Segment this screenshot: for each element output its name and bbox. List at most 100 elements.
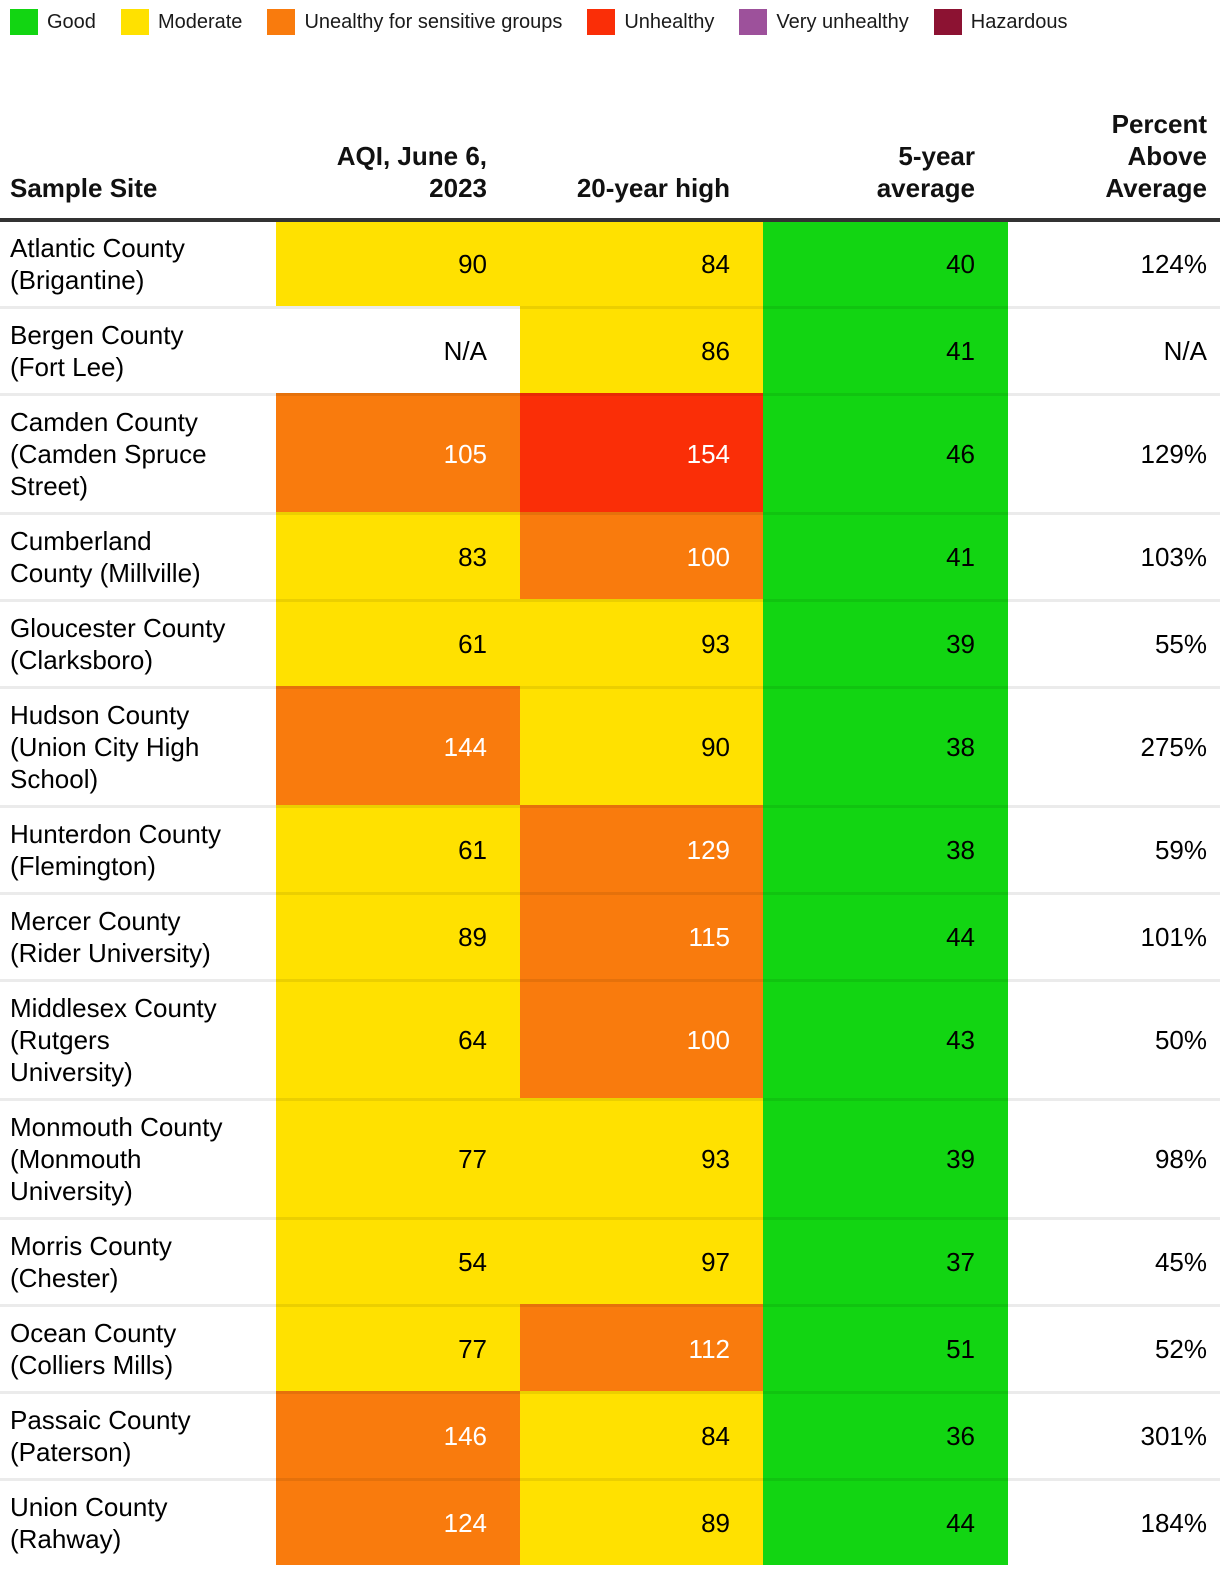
legend-item-good: Good xyxy=(10,9,96,35)
table-row: Passaic County (Paterson) 146 84 36 301% xyxy=(0,1391,1220,1478)
aqi-cell: 90 xyxy=(276,222,520,306)
high-cell: 100 xyxy=(520,512,763,599)
site-cell: Morris County (Chester) xyxy=(0,1217,276,1304)
col-header-sample-site: Sample Site xyxy=(0,35,276,222)
legend-item-hazardous: Hazardous xyxy=(933,9,1068,35)
aqi-cell: 146 xyxy=(276,1391,520,1478)
pct-cell: 275% xyxy=(1008,686,1220,805)
avg-cell: 44 xyxy=(763,1478,1008,1565)
high-cell: 90 xyxy=(520,686,763,805)
avg-cell: 39 xyxy=(763,599,1008,686)
aqi-cell: 105 xyxy=(276,393,520,512)
high-cell: 89 xyxy=(520,1478,763,1565)
avg-cell: 38 xyxy=(763,686,1008,805)
site-cell: Cumberland County (Millville) xyxy=(0,512,276,599)
high-cell: 115 xyxy=(520,892,763,979)
table-row: Gloucester County (Clarksboro) 61 93 39 55% xyxy=(0,599,1220,686)
pct-cell: 45% xyxy=(1008,1217,1220,1304)
pct-cell: 55% xyxy=(1008,599,1220,686)
high-cell: 129 xyxy=(520,805,763,892)
header-row: Sample Site AQI, June 6, 2023 20-year hi… xyxy=(0,35,1220,222)
high-cell: 86 xyxy=(520,306,763,393)
site-cell: Union County (Rahway) xyxy=(0,1478,276,1565)
aqi-cell: 54 xyxy=(276,1217,520,1304)
legend-item-usg: Unealthy for sensitive groups xyxy=(267,9,562,35)
legend-label: Unealthy for sensitive groups xyxy=(304,10,563,33)
table-row: Union County (Rahway) 124 89 44 184% xyxy=(0,1478,1220,1565)
good-color-swatch xyxy=(10,9,38,35)
table-body: Atlantic County (Brigantine) 90 84 40 124% Be… xyxy=(0,222,1220,1565)
legend-label: Very unhealthy xyxy=(776,10,909,33)
pct-cell: 184% xyxy=(1008,1478,1220,1565)
avg-cell: 36 xyxy=(763,1391,1008,1478)
avg-cell: 43 xyxy=(763,979,1008,1098)
aqi-cell: 83 xyxy=(276,512,520,599)
site-cell: Hudson County (Union City High School) xyxy=(0,686,276,805)
col-header-5-year-average: 5-year average xyxy=(763,35,1008,222)
high-cell: 93 xyxy=(520,599,763,686)
site-cell: Bergen County (Fort Lee) xyxy=(0,306,276,393)
high-cell: 97 xyxy=(520,1217,763,1304)
pct-cell: 98% xyxy=(1008,1098,1220,1217)
aqi-cell: 144 xyxy=(276,686,520,805)
aqi-cell: 61 xyxy=(276,805,520,892)
avg-cell: 40 xyxy=(763,222,1008,306)
high-cell: 154 xyxy=(520,393,763,512)
table-row: Atlantic County (Brigantine) 90 84 40 124% xyxy=(0,222,1220,306)
site-cell: Mercer County (Rider University) xyxy=(0,892,276,979)
table-row: Cumberland County (Millville) 83 100 41 103% xyxy=(0,512,1220,599)
col-header-20-year-high: 20-year high xyxy=(520,35,763,222)
legend-label: Moderate xyxy=(157,10,243,33)
high-cell: 84 xyxy=(520,222,763,306)
legend-label: Hazardous xyxy=(970,10,1068,33)
avg-cell: 44 xyxy=(763,892,1008,979)
usg-color-swatch xyxy=(267,9,296,35)
table-row: Monmouth County (Monmouth University) 77 9… xyxy=(0,1098,1220,1217)
table-row: Hudson County (Union City High School) 14… xyxy=(0,686,1220,805)
high-cell: 100 xyxy=(520,979,763,1098)
table-row: Ocean County (Colliers Mills) 77 112 51 52% xyxy=(0,1304,1220,1391)
aqi-cell: 64 xyxy=(276,979,520,1098)
site-cell: Passaic County (Paterson) xyxy=(0,1391,276,1478)
aqi-cell: 124 xyxy=(276,1478,520,1565)
avg-cell: 51 xyxy=(763,1304,1008,1391)
high-cell: 84 xyxy=(520,1391,763,1478)
site-cell: Ocean County (Colliers Mills) xyxy=(0,1304,276,1391)
pct-cell: 52% xyxy=(1008,1304,1220,1391)
pct-cell: 129% xyxy=(1008,393,1220,512)
table-row: Mercer County (Rider University) 89 115 44 1… xyxy=(0,892,1220,979)
aqi-cell: 89 xyxy=(276,892,520,979)
site-cell: Hunterdon County (Flemington) xyxy=(0,805,276,892)
site-cell: Monmouth County (Monmouth University) xyxy=(0,1098,276,1217)
site-cell: Camden County (Camden Spruce Street) xyxy=(0,393,276,512)
aqi-cell: 77 xyxy=(276,1098,520,1217)
col-header-percent-above-average: Percent Above Average xyxy=(1008,35,1220,222)
avg-cell: 41 xyxy=(763,306,1008,393)
aqi-cell: 61 xyxy=(276,599,520,686)
avg-cell: 39 xyxy=(763,1098,1008,1217)
avg-cell: 41 xyxy=(763,512,1008,599)
hazardous-color-swatch xyxy=(933,9,962,35)
site-cell: Gloucester County (Clarksboro) xyxy=(0,599,276,686)
site-cell: Middlesex County (Rutgers University) xyxy=(0,979,276,1098)
avg-cell: 46 xyxy=(763,393,1008,512)
pct-cell: 301% xyxy=(1008,1391,1220,1478)
legend-label: Good xyxy=(47,10,96,33)
high-cell: 112 xyxy=(520,1304,763,1391)
table-row: Hunterdon County (Flemington) 61 129 38 59% xyxy=(0,805,1220,892)
pct-cell: 101% xyxy=(1008,892,1220,979)
pct-cell: 50% xyxy=(1008,979,1220,1098)
legend: Good Moderate Unealthy for sensitive group… xyxy=(0,0,1220,35)
pct-cell: 59% xyxy=(1008,805,1220,892)
pct-cell: N/A xyxy=(1008,306,1220,393)
table-row: Morris County (Chester) 54 97 37 45% xyxy=(0,1217,1220,1304)
pct-cell: 124% xyxy=(1008,222,1220,306)
aqi-table: Sample Site AQI, June 6, 2023 20-year hi… xyxy=(0,35,1220,1565)
table-row: Bergen County (Fort Lee) N/A 86 41 N/A xyxy=(0,306,1220,393)
legend-item-moderate: Moderate xyxy=(120,9,243,35)
col-header-aqi-june-6-2023: AQI, June 6, 2023 xyxy=(276,35,520,222)
legend-item-very_unhealthy: Very unhealthy xyxy=(739,9,909,35)
site-cell: Atlantic County (Brigantine) xyxy=(10,233,185,295)
table-row: Middlesex County (Rutgers University) 64 1… xyxy=(0,979,1220,1098)
avg-cell: 38 xyxy=(763,805,1008,892)
